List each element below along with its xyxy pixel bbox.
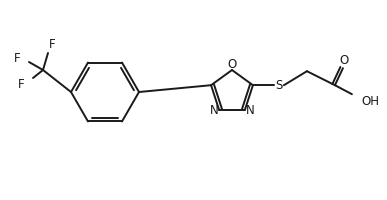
Text: OH: OH [361, 95, 379, 108]
Text: O: O [339, 54, 349, 67]
Text: N: N [246, 104, 254, 117]
Text: F: F [18, 78, 24, 92]
Text: N: N [210, 104, 218, 117]
Text: S: S [275, 79, 283, 92]
Text: O: O [228, 58, 236, 72]
Text: F: F [49, 38, 55, 50]
Text: F: F [14, 51, 20, 64]
